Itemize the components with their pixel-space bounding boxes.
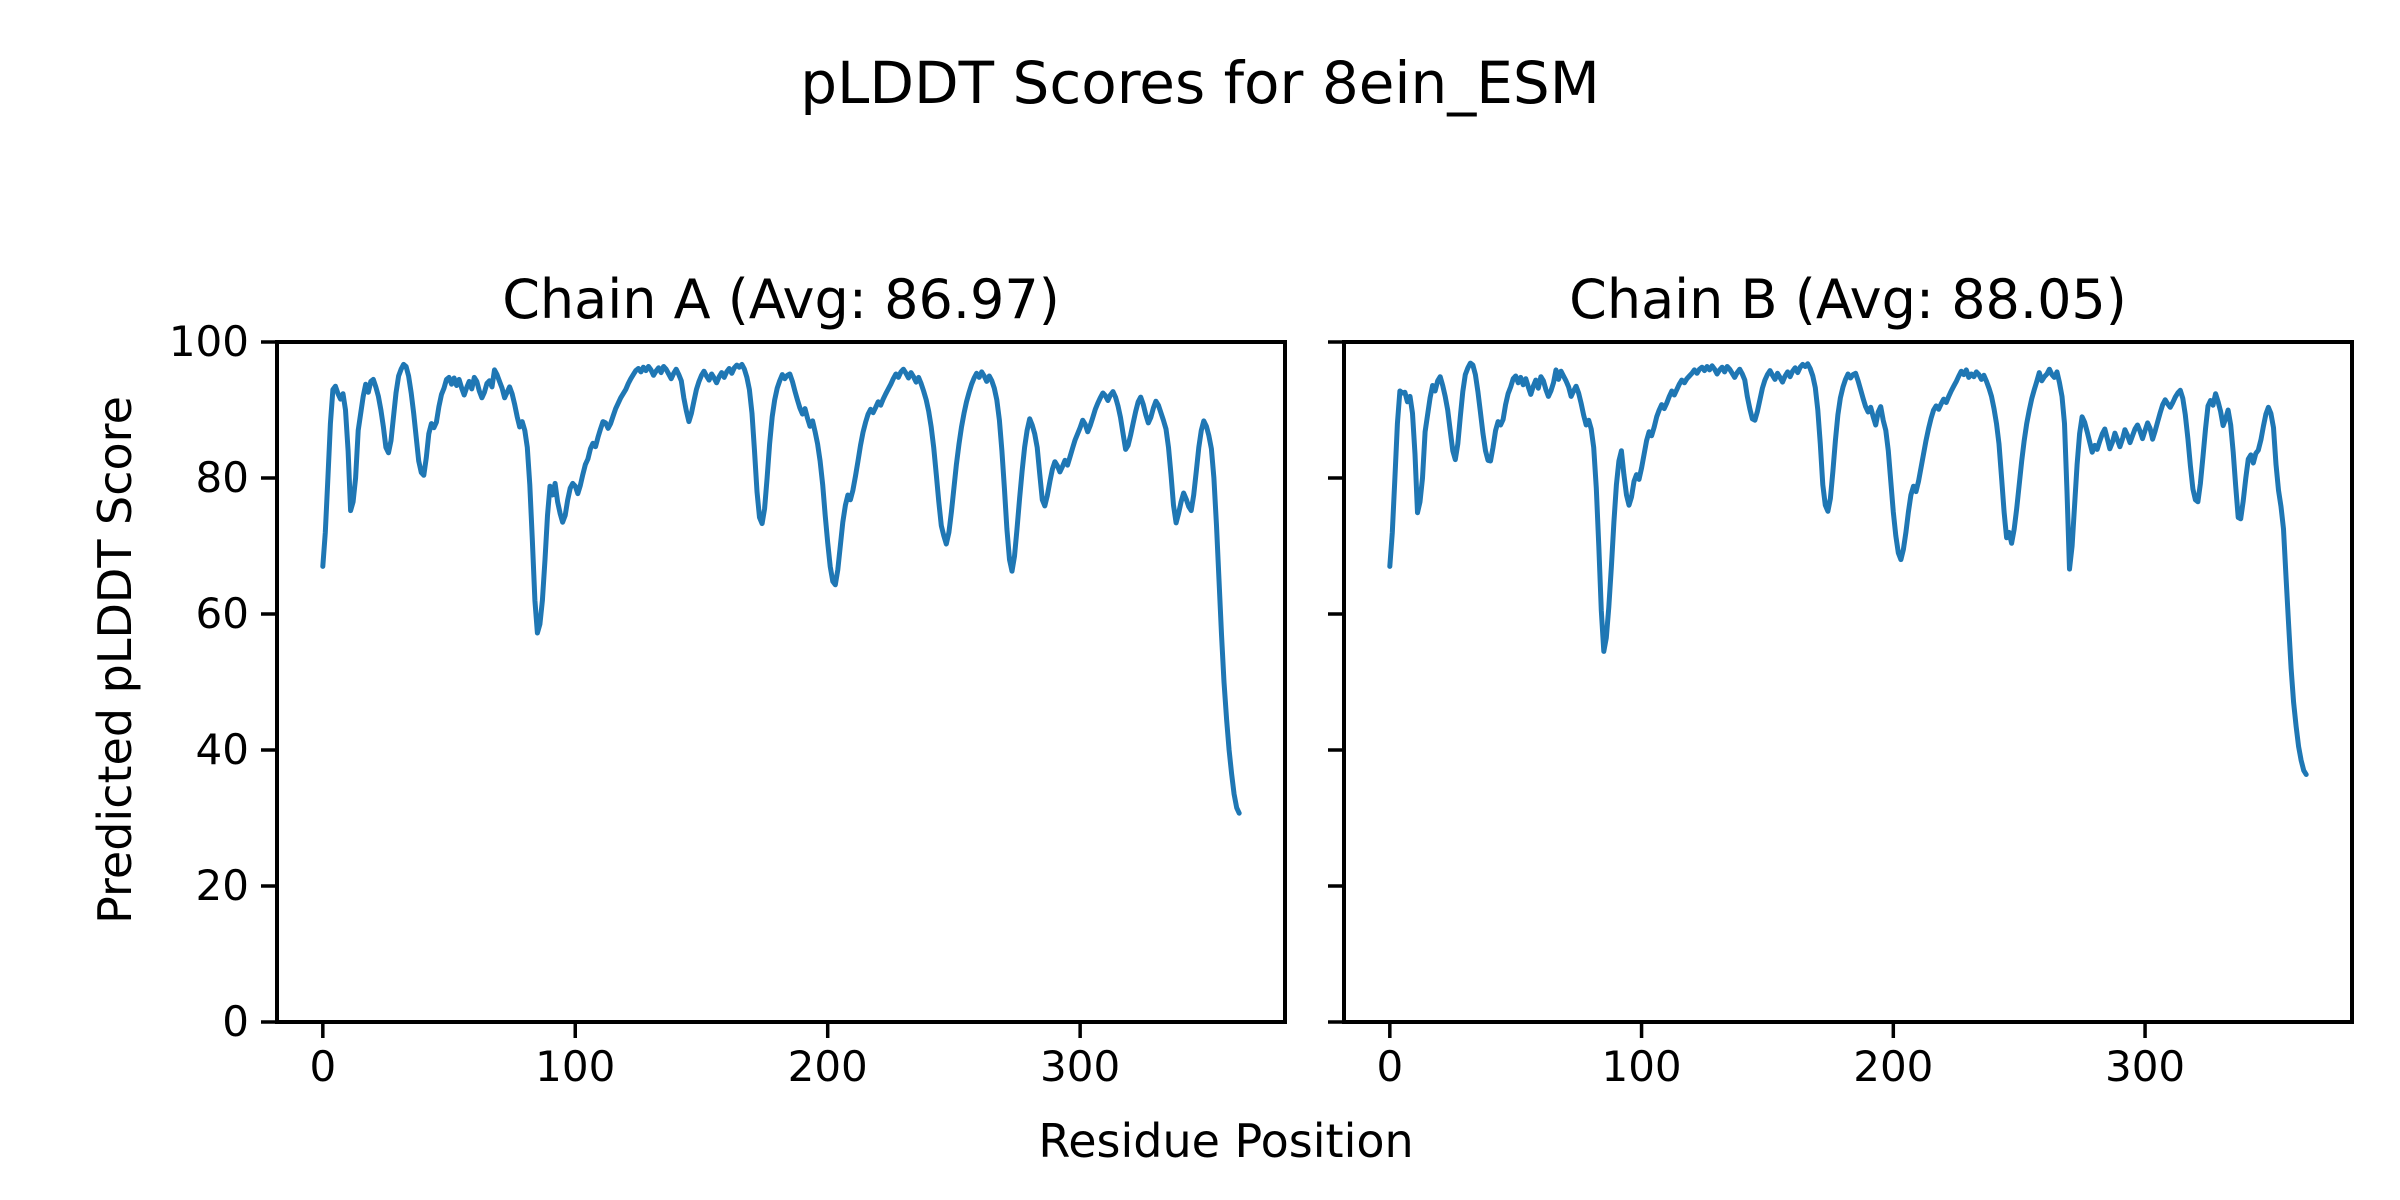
plddt-line-chain-b — [1387, 360, 2309, 777]
x-tick-label: 100 — [535, 1042, 616, 1091]
x-tick-label: 300 — [1040, 1042, 1121, 1091]
axes-box-b — [1342, 340, 2354, 1024]
y-tick-label: 40 — [195, 725, 249, 774]
y-tick-label: 80 — [195, 453, 249, 502]
x-axis-label: Residue Position — [1038, 1114, 1414, 1168]
y-tick-label: 20 — [195, 861, 249, 910]
axes-box-a — [275, 340, 1287, 1024]
y-tick-label: 60 — [195, 589, 249, 638]
subplot-title-chain-a: Chain A (Avg: 86.97) — [502, 268, 1060, 331]
x-tick-label: 0 — [309, 1042, 337, 1091]
figure-title: pLDDT Scores for 8ein_ESM — [800, 49, 1600, 117]
x-tick-label: 300 — [2104, 1042, 2186, 1091]
y-tick-label: 0 — [222, 997, 249, 1046]
x-tick-label: 100 — [1601, 1042, 1682, 1091]
y-tick-label: 100 — [168, 317, 249, 366]
subplot-title-chain-b: Chain B (Avg: 88.05) — [1569, 268, 2127, 331]
x-tick-label: 200 — [787, 1042, 868, 1091]
x-tick-label: 0 — [1376, 1042, 1404, 1091]
plddt-line-chain-a — [320, 361, 1242, 816]
x-tick-label: 200 — [1853, 1042, 1934, 1091]
